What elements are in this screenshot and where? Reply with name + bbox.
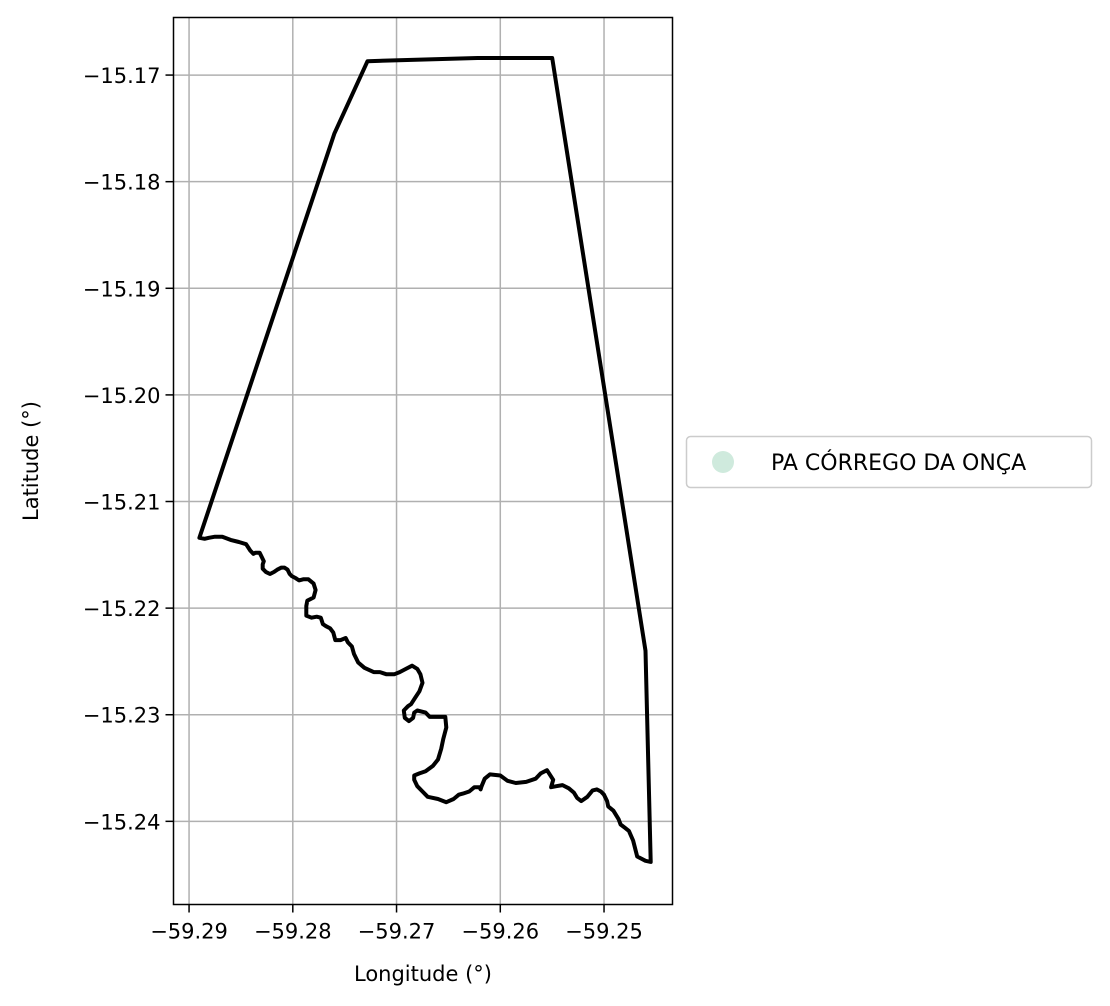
y-tick-label: −15.17 <box>83 64 161 88</box>
x-tick-label: −59.26 <box>461 920 539 944</box>
legend-marker <box>712 451 734 473</box>
x-axis-ticks: −59.29 −59.28 −59.27 −59.26 −59.25 <box>150 904 643 944</box>
x-tick-label: −59.27 <box>358 920 436 944</box>
gridlines <box>173 17 673 905</box>
y-tick-label: −15.21 <box>83 491 161 515</box>
y-tick-label: −15.23 <box>83 704 161 728</box>
x-tick-label: −59.29 <box>150 920 228 944</box>
y-tick-label: −15.18 <box>83 171 161 195</box>
legend-label: PA CÓRREGO DA ONÇA <box>771 450 1026 476</box>
legend-box <box>685 435 1093 489</box>
plot-frame <box>172 16 674 906</box>
legend: PA CÓRREGO DA ONÇA <box>685 435 1093 489</box>
x-axis-label: Longitude (°) <box>354 962 492 986</box>
y-tick-label: −15.20 <box>83 384 161 408</box>
y-tick-label: −15.22 <box>83 597 161 621</box>
y-axis-label: Latitude (°) <box>19 401 43 521</box>
y-tick-label: −15.19 <box>83 277 161 301</box>
region-boundary <box>197 56 653 864</box>
x-tick-label: −59.25 <box>565 920 643 944</box>
y-tick-label: −15.24 <box>83 810 161 834</box>
y-axis-ticks: −15.17 −15.18 −15.19 −15.20 −15.21 −15.22 −15.… <box>83 64 174 834</box>
x-tick-label: −59.28 <box>254 920 332 944</box>
